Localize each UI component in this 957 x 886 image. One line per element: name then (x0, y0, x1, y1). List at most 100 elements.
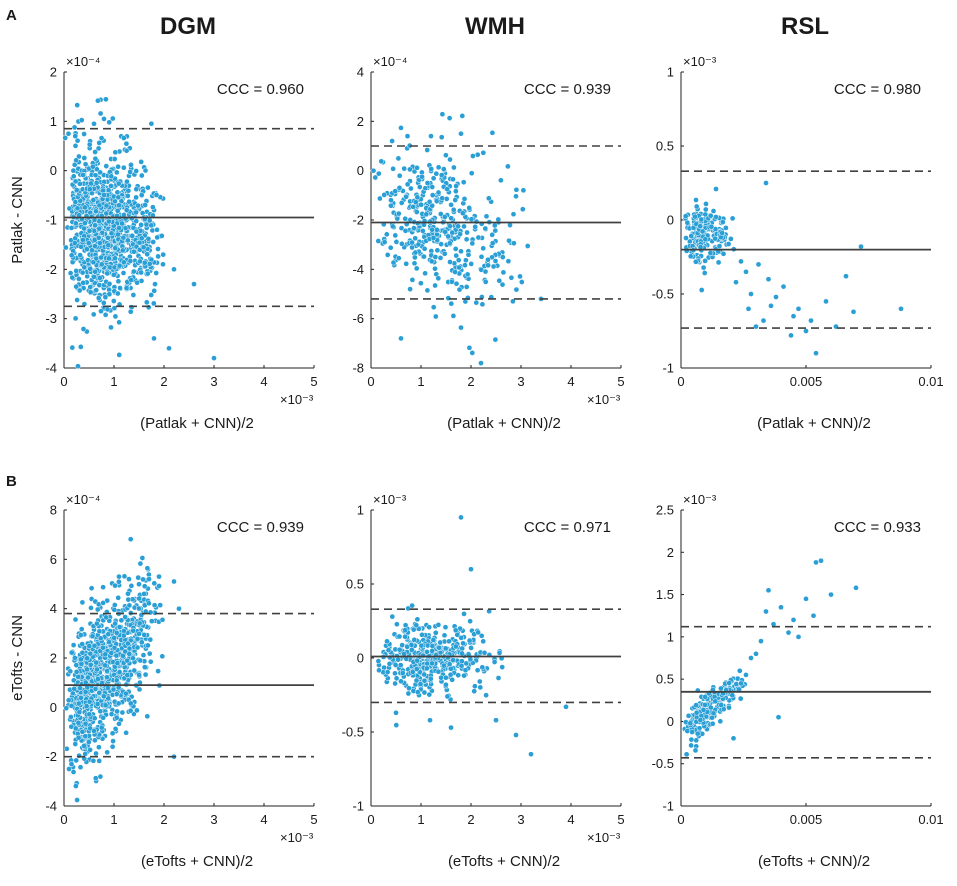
data-point (90, 311, 97, 318)
data-point (63, 745, 70, 752)
data-point (492, 227, 499, 234)
data-point (778, 604, 784, 611)
data-point (697, 223, 704, 230)
data-point (468, 170, 475, 177)
data-point (850, 308, 857, 315)
data-point (429, 202, 436, 209)
data-point (154, 226, 160, 233)
data-point (447, 671, 454, 678)
data-point (123, 147, 130, 154)
data-point (81, 155, 88, 161)
data-point (98, 135, 105, 141)
data-point (442, 645, 449, 652)
data-point (450, 657, 456, 663)
data-point (513, 286, 520, 293)
data-point (712, 235, 719, 242)
data-point (75, 719, 82, 726)
data-point (453, 280, 460, 287)
data-point (110, 298, 117, 304)
x-tick-label: 1 (110, 812, 117, 827)
data-point (500, 269, 507, 276)
data-point (858, 243, 864, 250)
data-point (419, 228, 426, 234)
data-point (461, 611, 467, 617)
data-point (445, 233, 452, 240)
data-point (137, 258, 143, 265)
data-point (375, 170, 382, 177)
x-axis-label: (Patlak + CNN)/2 (140, 415, 254, 432)
data-point (405, 690, 412, 697)
data-point (114, 290, 121, 297)
data-point (145, 235, 152, 242)
scatter-points (62, 96, 217, 370)
data-point (450, 206, 457, 213)
x-tick-label: 4 (260, 812, 267, 827)
data-point (795, 305, 802, 312)
data-point (108, 650, 115, 656)
data-point (104, 270, 111, 277)
data-point (127, 169, 133, 175)
data-point (131, 667, 138, 674)
data-point (436, 644, 442, 651)
data-point (461, 196, 468, 202)
data-point (123, 690, 129, 697)
data-point (453, 183, 459, 189)
data-point (412, 254, 418, 261)
data-point (71, 685, 78, 692)
data-point (79, 641, 86, 647)
data-point (70, 167, 77, 174)
data-point (520, 187, 527, 194)
data-point (85, 674, 91, 681)
data-point (462, 667, 469, 674)
data-point (517, 273, 523, 280)
data-point (76, 709, 83, 715)
data-point (713, 214, 719, 220)
data-point (135, 202, 141, 209)
data-point (438, 241, 444, 247)
data-point (510, 211, 517, 218)
data-point (78, 656, 84, 663)
y-tick-label: 0 (667, 213, 674, 228)
data-point (80, 172, 86, 178)
data-point (429, 184, 436, 190)
data-point (683, 751, 690, 758)
data-point (518, 279, 525, 285)
data-point (128, 161, 134, 168)
data-point (81, 743, 87, 749)
data-point (100, 584, 106, 591)
data-point (93, 659, 100, 666)
data-point (87, 650, 94, 657)
x-exponent-label: ×10⁻³ (280, 392, 314, 407)
data-point (125, 237, 131, 244)
data-point (127, 536, 134, 543)
x-tick-label: 5 (617, 812, 624, 827)
data-point (430, 304, 437, 311)
data-point (116, 225, 122, 231)
data-point (66, 205, 73, 212)
data-point (768, 302, 774, 309)
data-point (72, 655, 78, 661)
data-point (111, 264, 118, 271)
data-point (100, 693, 107, 700)
data-point (148, 120, 155, 127)
data-point (128, 277, 135, 283)
data-point (434, 226, 440, 233)
data-point (430, 175, 437, 182)
data-point (77, 252, 83, 258)
x-tick-label: 0 (367, 374, 374, 389)
data-point (499, 664, 506, 670)
data-point (92, 155, 99, 162)
data-point (720, 706, 727, 712)
x-tick-label: 4 (260, 374, 267, 389)
data-point (136, 239, 143, 246)
data-point (74, 137, 81, 144)
data-point (113, 714, 120, 721)
data-point (413, 265, 420, 272)
data-point (79, 728, 86, 735)
data-point (88, 180, 94, 187)
data-point (472, 223, 479, 230)
data-point (392, 232, 399, 239)
y-tick-label: -4 (352, 262, 364, 277)
data-point (421, 689, 428, 696)
data-point (430, 235, 437, 241)
